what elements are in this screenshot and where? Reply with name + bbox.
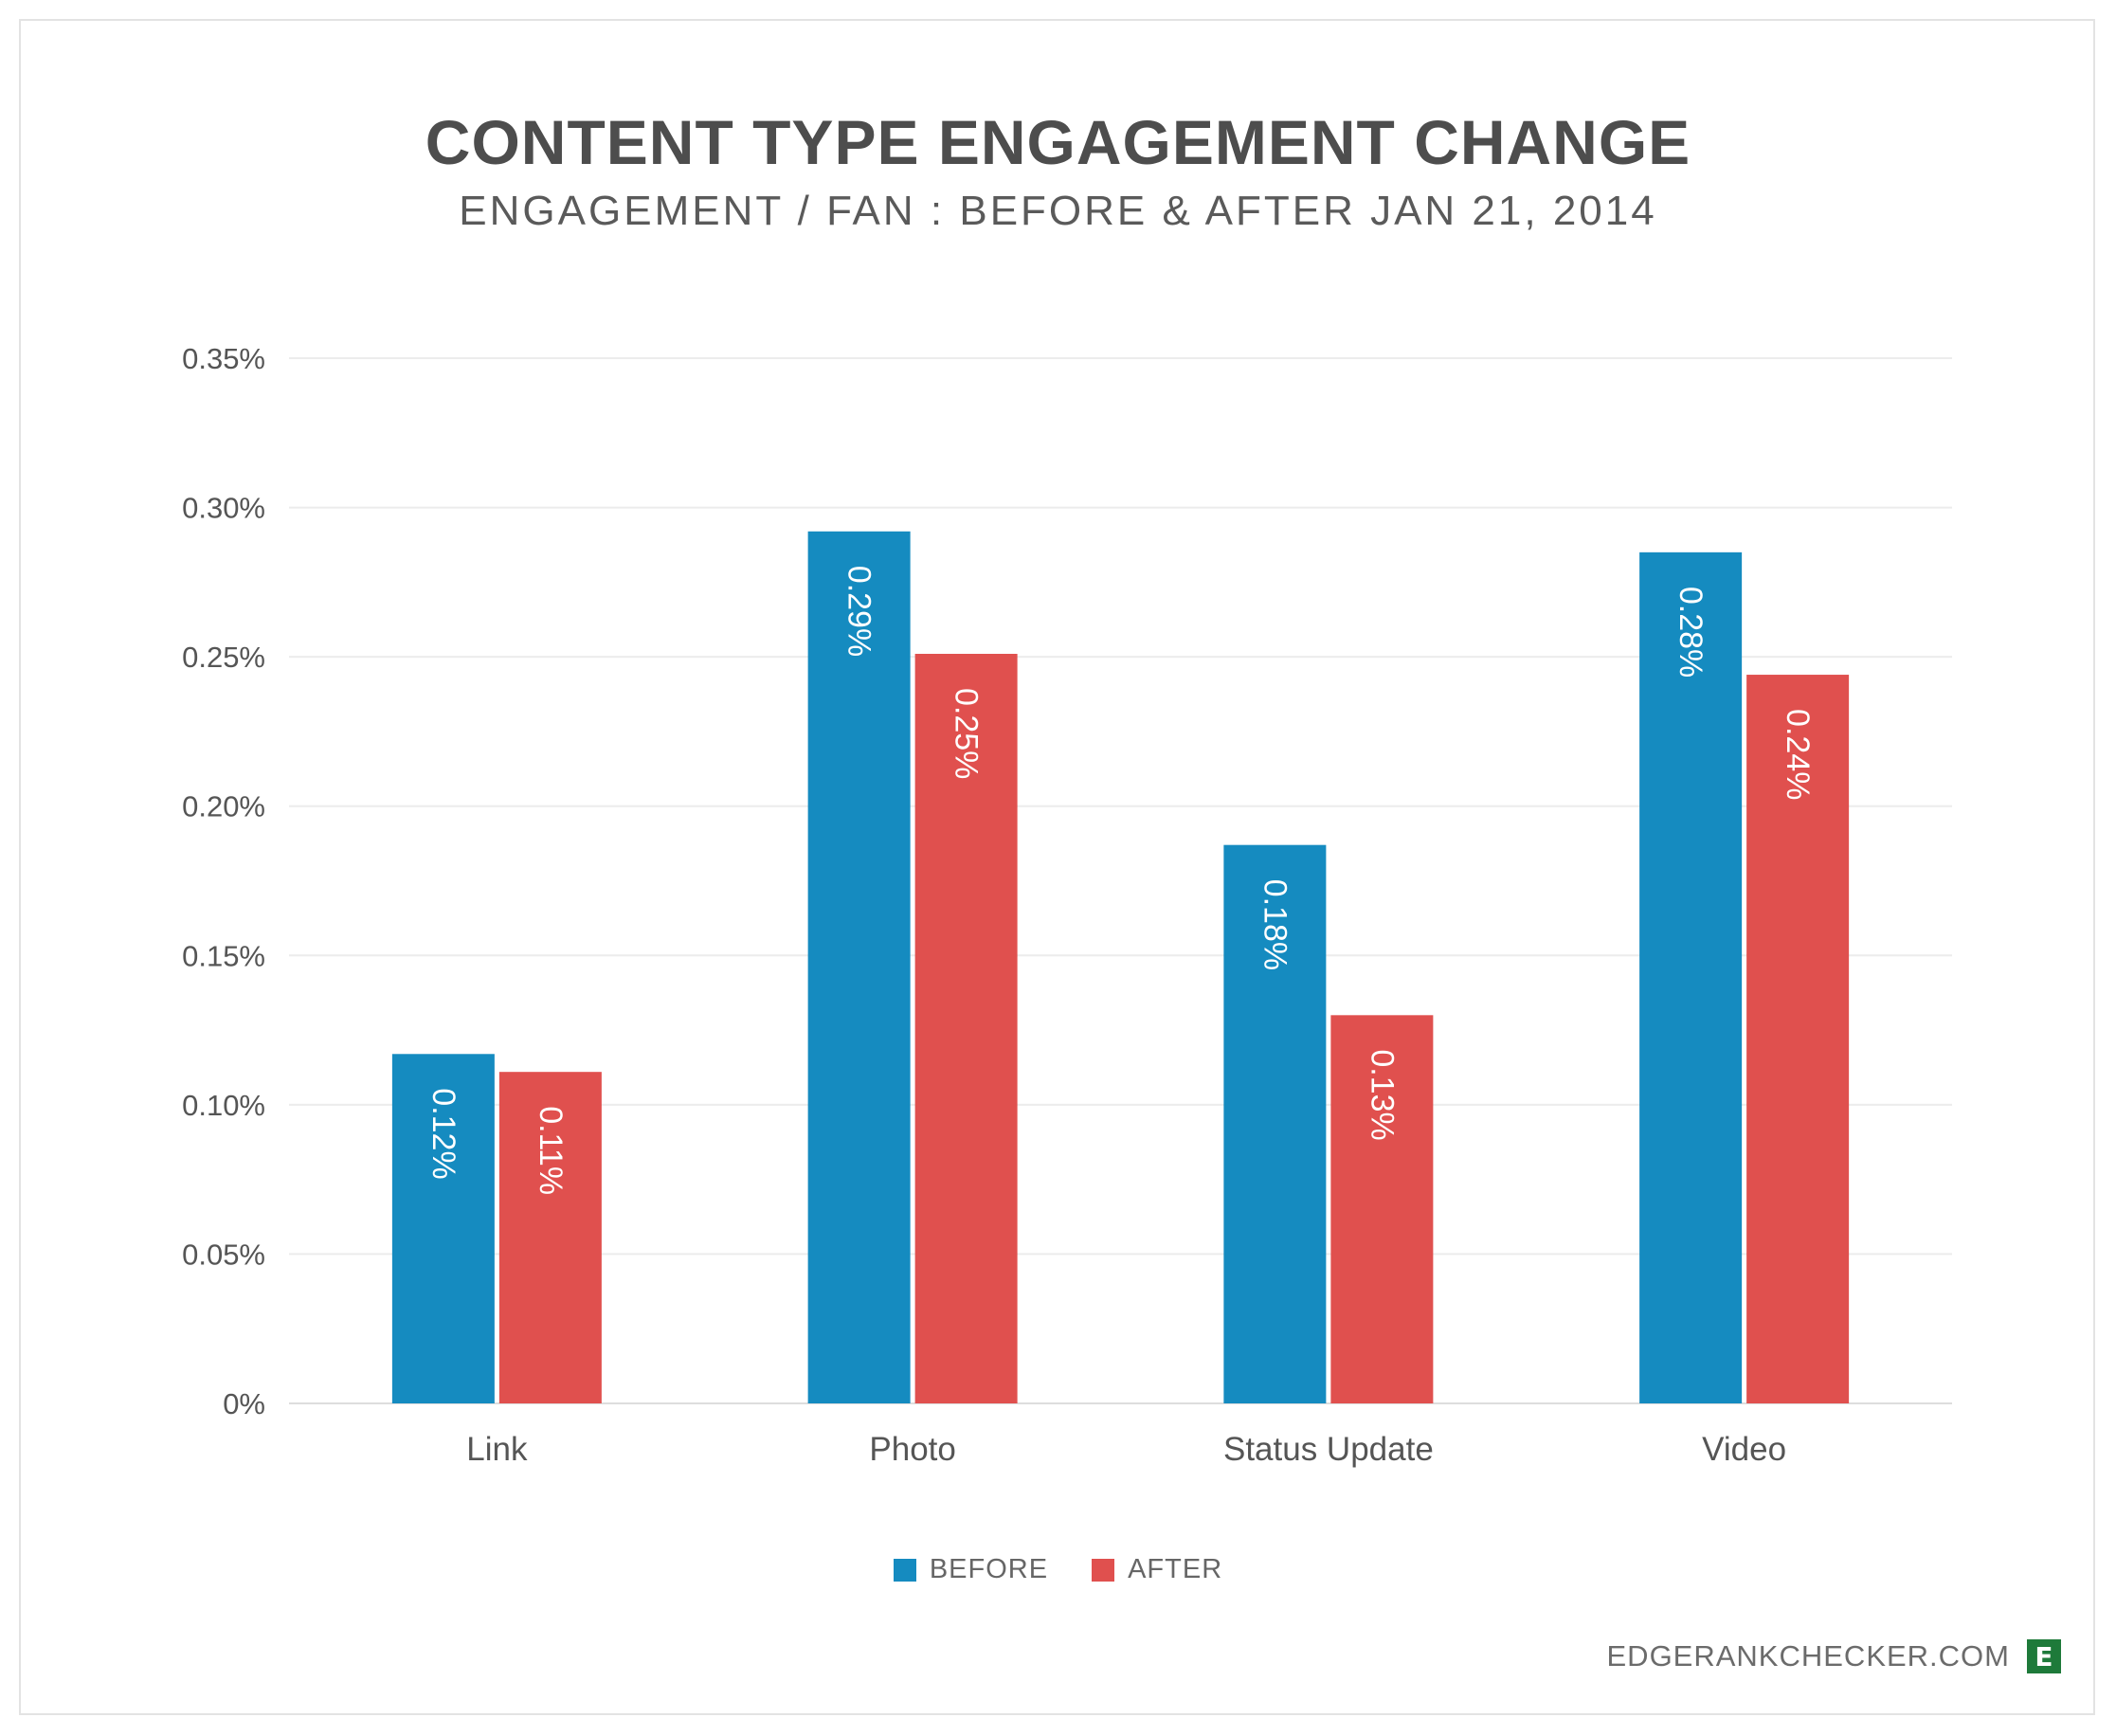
bar-after (914, 653, 1018, 1403)
y-tick-label: 0.20% (182, 790, 265, 823)
bar-after (1330, 1015, 1434, 1403)
bar-after (498, 1072, 602, 1403)
bar-value-label: 0.24% (1780, 709, 1816, 800)
y-tick-label: 0.10% (182, 1089, 265, 1122)
bar-value-label: 0.25% (949, 688, 985, 779)
y-tick-label: 0.05% (182, 1238, 265, 1271)
x-category-label: Link (466, 1431, 528, 1468)
y-tick-label: 0.25% (182, 641, 265, 674)
chart-subtitle: ENGAGEMENT / FAN : BEFORE & AFTER JAN 21… (459, 188, 1657, 234)
x-category-label: Video (1702, 1431, 1786, 1468)
brand-footer: EDGERANKCHECKER.COM E (1606, 1639, 2061, 1673)
bar-value-label: 0.11% (533, 1106, 569, 1195)
bar-value-label: 0.29% (841, 566, 877, 657)
bar-before (1223, 844, 1327, 1403)
bar-value-label: 0.13% (1364, 1049, 1400, 1140)
legend-label-after: AFTER (1128, 1554, 1223, 1584)
bar-value-label: 0.12% (425, 1088, 461, 1179)
legend-item-after: AFTER (1092, 1554, 1222, 1585)
x-category-label: Photo (869, 1431, 955, 1468)
bar-before (391, 1054, 495, 1403)
legend-swatch-after (1092, 1558, 1115, 1582)
legend-swatch-before (893, 1558, 916, 1582)
y-tick-label: 0% (223, 1387, 265, 1420)
brand-logo-icon: E (2027, 1639, 2061, 1673)
legend-label-before: BEFORE (929, 1554, 1049, 1584)
y-tick-label: 0.30% (182, 492, 265, 525)
bar-value-label: 0.18% (1257, 879, 1293, 970)
bar-before (1639, 552, 1743, 1403)
y-tick-label: 0.35% (182, 342, 265, 375)
chart-title: CONTENT TYPE ENGAGEMENT CHANGE (425, 107, 1691, 177)
legend: BEFORE AFTER (0, 1554, 2116, 1585)
x-category-label: Status Update (1223, 1431, 1434, 1468)
y-tick-label: 0.15% (182, 939, 265, 972)
brand-url: EDGERANKCHECKER.COM (1606, 1639, 2010, 1673)
bar-value-label: 0.28% (1673, 587, 1709, 678)
bar-after (1746, 675, 1850, 1403)
legend-item-before: BEFORE (893, 1554, 1049, 1585)
bar-before (807, 531, 911, 1403)
